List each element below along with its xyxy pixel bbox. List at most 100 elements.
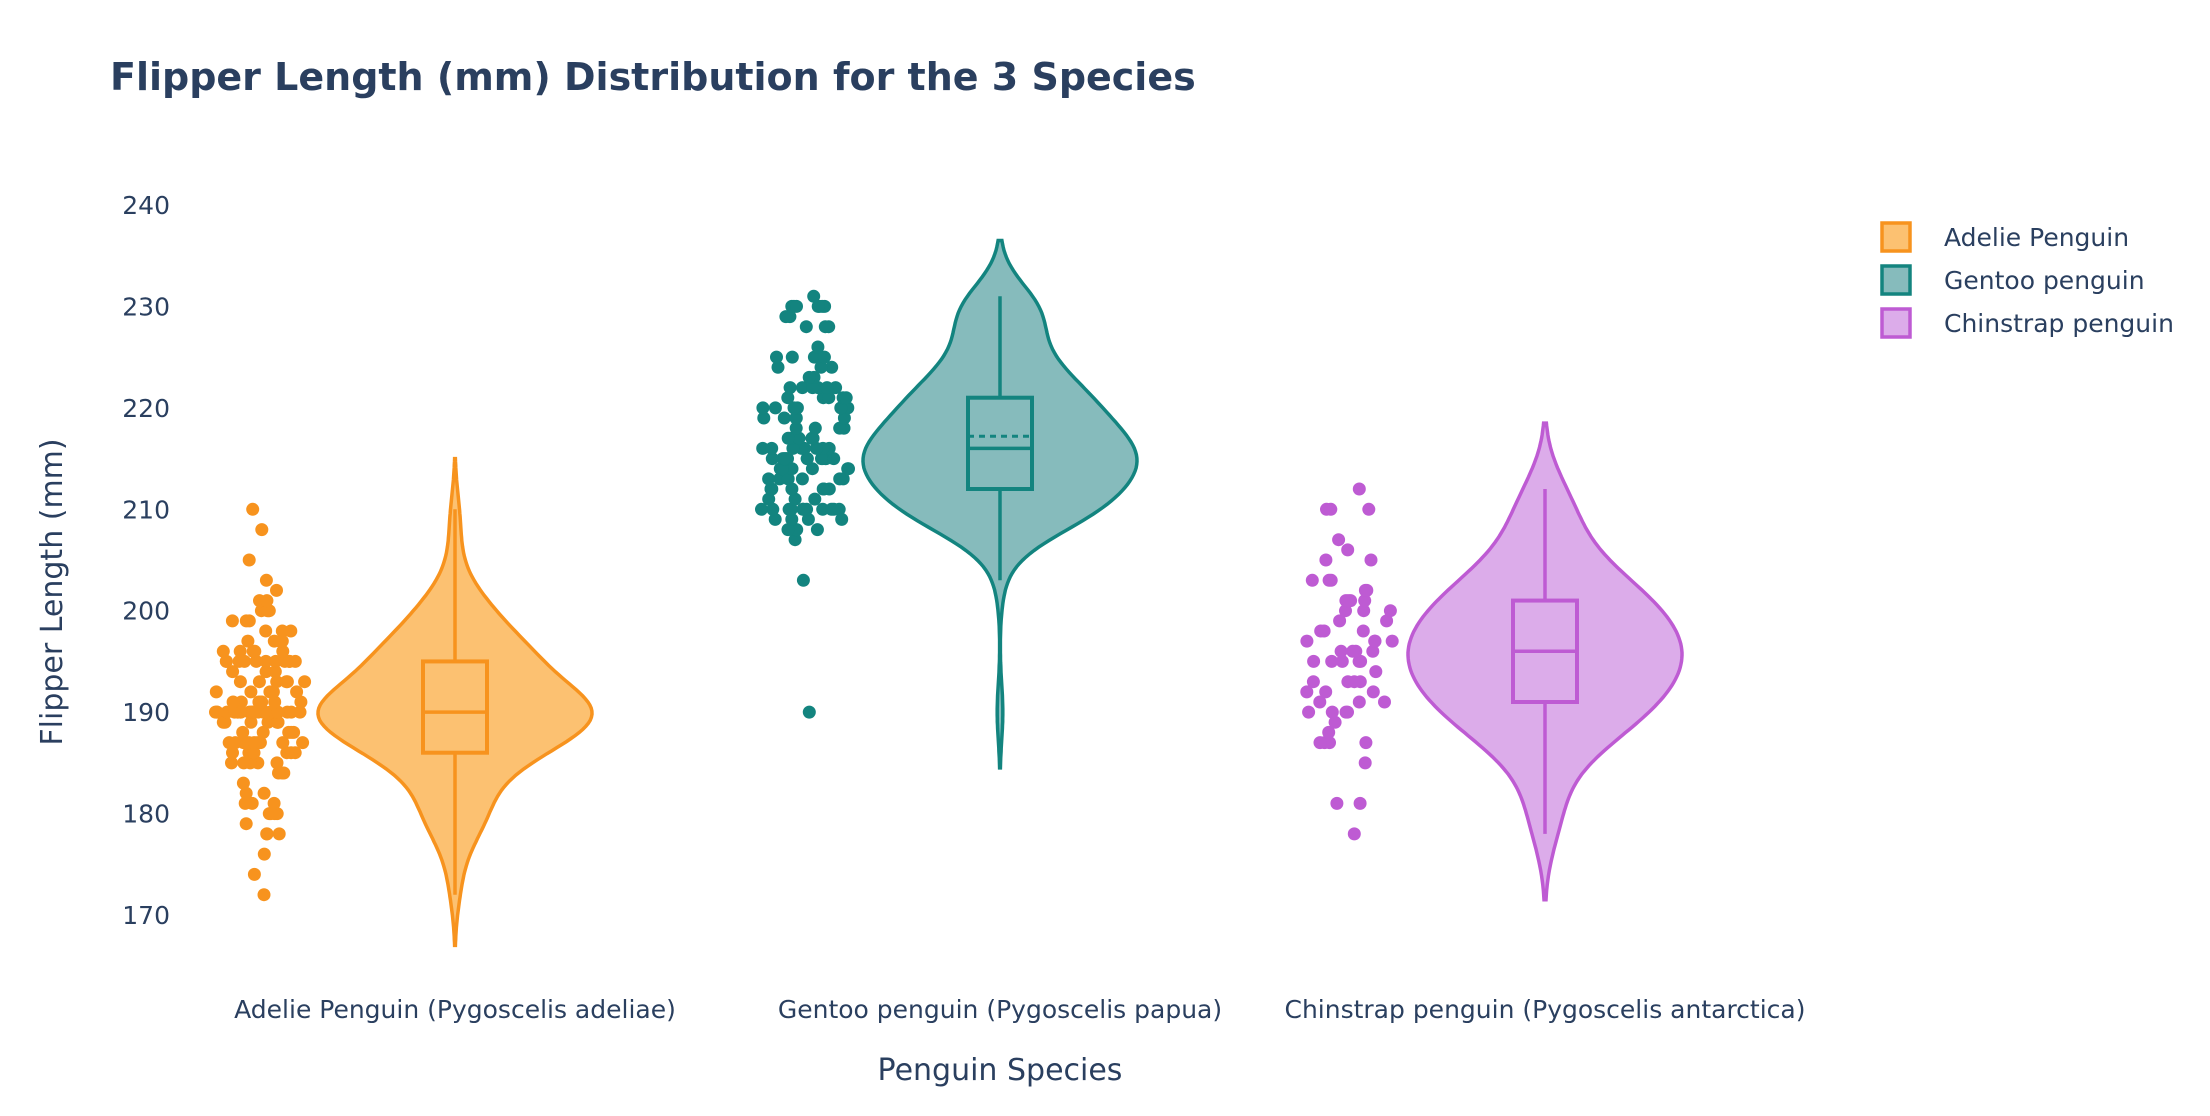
data-point [802, 705, 816, 719]
data-point [256, 725, 270, 739]
data-point [1325, 654, 1339, 668]
data-point [294, 695, 308, 709]
data-point [762, 492, 776, 506]
data-point [1330, 796, 1344, 810]
data-point [756, 441, 770, 455]
data-point [788, 533, 802, 547]
data-point [260, 827, 274, 841]
data-point [216, 644, 230, 658]
data-point [784, 502, 798, 516]
data-point [811, 299, 825, 313]
data-point [765, 441, 779, 455]
chart-title: Flipper Length (mm) Distribution for the… [110, 55, 1196, 99]
data-point [755, 502, 768, 516]
data-point [833, 472, 847, 486]
data-point [1332, 533, 1346, 547]
data-point [257, 888, 271, 902]
data-point [236, 725, 250, 739]
data-point [764, 482, 778, 496]
data-point [225, 756, 238, 770]
data-point [1360, 583, 1374, 597]
data-point [226, 665, 240, 679]
data-point [1358, 756, 1372, 770]
data-point [272, 827, 286, 841]
plot-area [209, 238, 1684, 948]
data-point [1307, 654, 1321, 668]
strip-points [755, 289, 855, 719]
data-point [796, 502, 810, 516]
data-point [808, 421, 822, 435]
data-point [279, 675, 293, 689]
y-tick-label: 210 [122, 495, 170, 524]
data-point [270, 675, 284, 689]
data-point [808, 492, 822, 506]
x-tick-label: Gentoo penguin (Pygoscelis papua) [778, 995, 1222, 1024]
data-point [1339, 604, 1352, 618]
data-point [247, 867, 261, 881]
data-point [238, 654, 251, 668]
data-point [298, 675, 312, 689]
violin-box [966, 395, 1034, 492]
legend-item[interactable]: Adelie Penguin [1880, 221, 2129, 253]
data-point [790, 299, 803, 313]
data-point [280, 746, 294, 760]
data-point [239, 817, 253, 831]
x-tick-label: Chinstrap penguin (Pygoscelis antarctica… [1284, 995, 1805, 1024]
data-point [806, 431, 820, 445]
data-point [262, 604, 276, 618]
violin-trace [755, 238, 1139, 770]
x-tick-label: Adelie Penguin (Pygoscelis adeliae) [234, 995, 676, 1024]
data-point [239, 614, 253, 628]
data-point [833, 421, 847, 435]
data-point [1325, 705, 1339, 719]
data-point [1378, 695, 1391, 709]
legend-item[interactable]: Chinstrap penguin [1880, 307, 2174, 339]
data-point [210, 705, 224, 719]
data-point [275, 624, 289, 638]
data-point [768, 512, 782, 526]
data-point [771, 360, 785, 374]
data-point [785, 512, 799, 526]
data-point [1313, 736, 1327, 750]
data-point [276, 644, 290, 658]
legend-label: Chinstrap penguin [1944, 309, 2174, 338]
data-point [271, 715, 285, 729]
data-point [781, 523, 795, 537]
data-point [267, 796, 281, 810]
strip-points [209, 502, 312, 902]
data-point [1356, 624, 1370, 638]
data-point [1300, 634, 1314, 648]
data-point [248, 644, 262, 658]
data-point [269, 654, 283, 668]
x-axis-ticks: Adelie Penguin (Pygoscelis adeliae) Gento… [234, 995, 1805, 1024]
data-point [789, 421, 803, 435]
data-point [236, 776, 250, 790]
data-point [770, 350, 783, 364]
legend-item[interactable]: Gentoo penguin [1880, 264, 2145, 296]
data-point [809, 441, 823, 455]
data-point [1368, 634, 1382, 648]
violin-trace [1300, 421, 1684, 902]
legend-label: Gentoo penguin [1944, 266, 2145, 295]
data-point [242, 553, 256, 567]
data-point [788, 492, 802, 506]
data-point [783, 381, 797, 395]
data-point [795, 381, 809, 395]
data-point [776, 462, 789, 476]
data-point [1347, 827, 1361, 841]
data-point [226, 695, 240, 709]
data-point [255, 695, 269, 709]
data-point [1380, 614, 1394, 628]
data-point [762, 472, 776, 486]
data-point [260, 594, 274, 608]
data-point [1352, 482, 1366, 496]
data-point [1364, 553, 1378, 567]
data-point [832, 502, 846, 516]
data-point [807, 350, 821, 364]
data-point [785, 462, 799, 476]
data-point [259, 624, 273, 638]
data-point [257, 847, 271, 861]
data-point [786, 441, 800, 455]
data-point [233, 675, 247, 689]
